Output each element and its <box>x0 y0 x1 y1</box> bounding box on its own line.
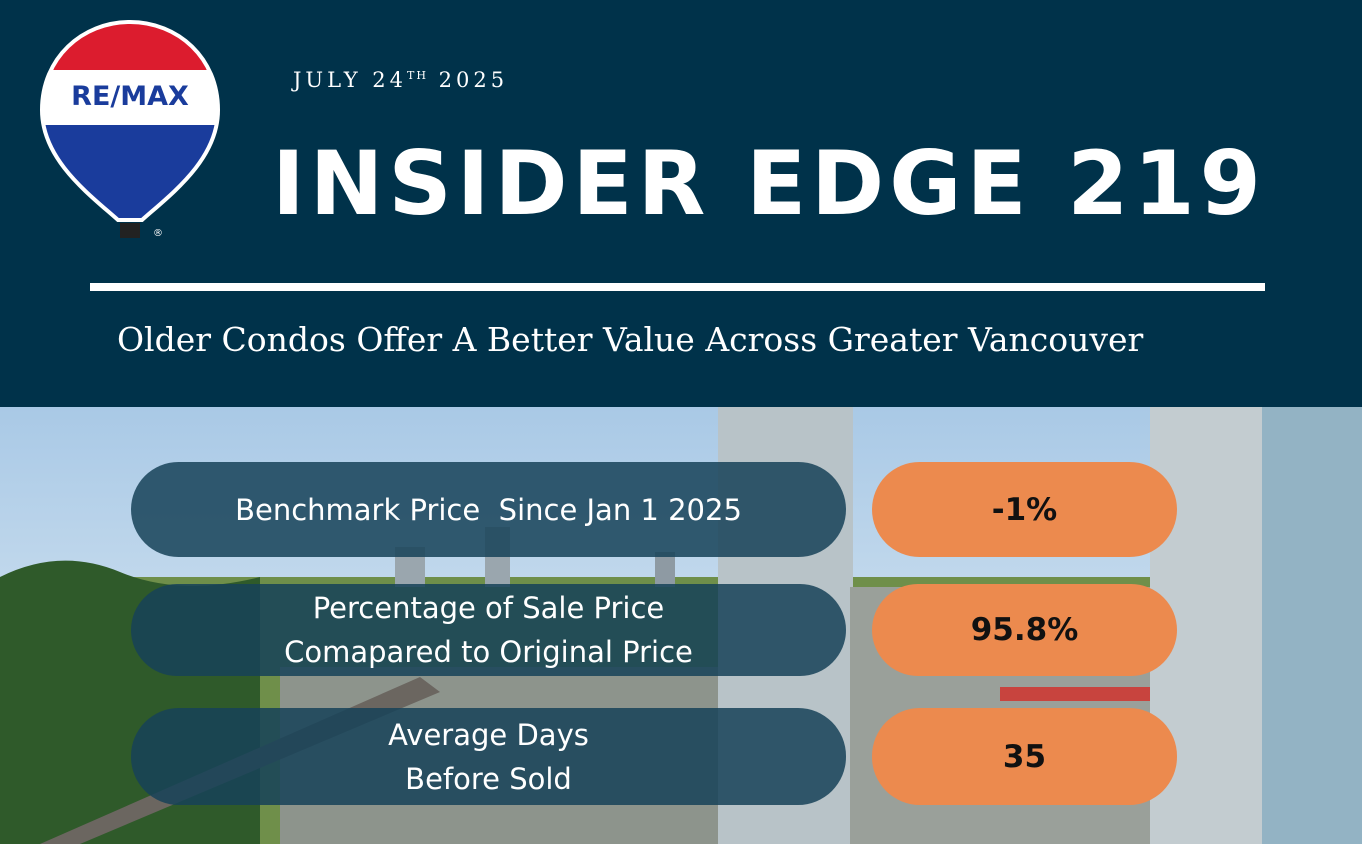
divider <box>90 283 1265 291</box>
logo: RE/MAX ® <box>39 19 221 239</box>
stat-label-line: Comapared to Original Price <box>284 635 693 669</box>
logo-text: RE/MAX <box>71 81 189 112</box>
stat-label-line: Percentage of Sale Price <box>312 591 665 625</box>
header: RE/MAX ® JULY 24TH 2025 INSIDER EDGE 219… <box>0 0 1362 407</box>
date-suffix: TH <box>406 69 428 82</box>
stat-value: 35 <box>872 708 1177 805</box>
stat-value: 95.8% <box>872 584 1177 676</box>
stat-label-line: Benchmark Price Since Jan 1 2025 <box>235 492 742 527</box>
stat-label-line: Before Sold <box>405 761 572 796</box>
title: INSIDER EDGE 219 <box>272 132 1266 235</box>
stat-label: Percentage of Sale Price Comapared to Ori… <box>131 584 846 676</box>
stat-label: Average Days Before Sold <box>131 708 846 805</box>
stat-value: -1% <box>872 462 1177 557</box>
date: JULY 24TH 2025 <box>293 68 508 92</box>
logo-mark: ® <box>153 228 163 239</box>
date-day: JULY 24 <box>293 68 407 92</box>
stat-label-line: Average Days <box>388 717 589 752</box>
date-year: 2025 <box>438 68 509 92</box>
subtitle: Older Condos Offer A Better Value Across… <box>117 320 1144 359</box>
stat-label: Benchmark Price Since Jan 1 2025 <box>131 462 846 557</box>
